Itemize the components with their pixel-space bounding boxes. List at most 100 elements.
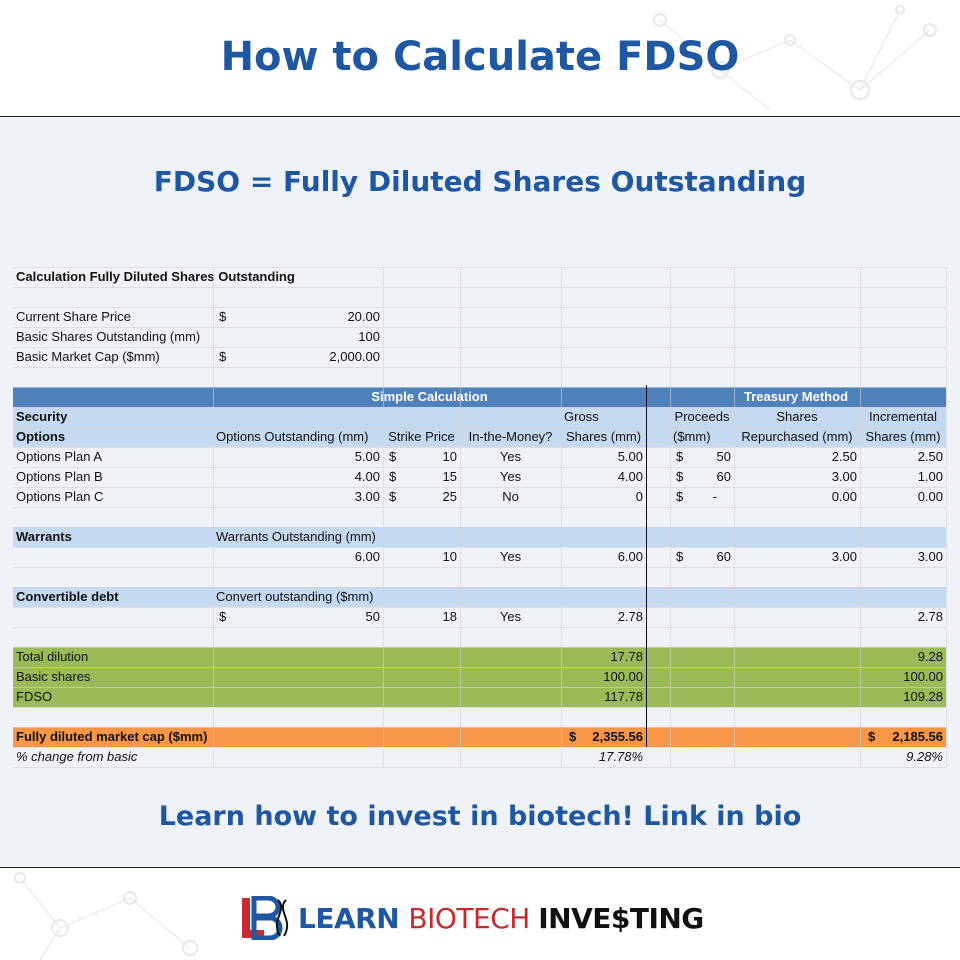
- proceeds: 50: [716, 449, 731, 464]
- proceeds-currency: $: [676, 489, 684, 504]
- table-title: Calculation Fully Diluted Shares Outstan…: [16, 269, 295, 284]
- proceeds-currency: $: [676, 449, 684, 464]
- incremental-shares: 2.50: [917, 449, 943, 464]
- strike-currency: $: [389, 489, 397, 504]
- totals-row: Basic shares 100.00 100.00: [13, 667, 946, 687]
- totals-label: Basic shares: [16, 669, 91, 684]
- market-cap-row: Fully diluted market cap ($mm) $ 2,355.5…: [13, 727, 946, 747]
- warrants-outstanding-header: Warrants Outstanding (mm): [216, 529, 376, 544]
- logo-bio: BIO: [408, 901, 457, 935]
- header-band: How to Calculate FDSO: [0, 0, 960, 117]
- lb-dna-logo-icon: [242, 896, 289, 940]
- header-strike-price: Strike Price: [388, 429, 455, 444]
- input-label: Basic Market Cap ($mm): [16, 349, 160, 364]
- input-value: 2,000.00: [329, 349, 380, 364]
- header-options-outstanding: Options Outstanding (mm): [216, 429, 369, 444]
- logo-learn: LEARN: [298, 901, 409, 935]
- footer-band: LEARN BIOTECH INVE$TING: [0, 868, 960, 960]
- subtitle: FDSO = Fully Diluted Shares Outstanding: [153, 165, 807, 198]
- input-value: 100: [358, 329, 380, 344]
- incremental-shares: 1.00: [917, 469, 943, 484]
- in-the-money: Yes: [499, 449, 522, 464]
- warrants-in-the-money: Yes: [499, 549, 522, 564]
- warrants-proceeds: 60: [716, 549, 731, 564]
- strike-currency: $: [389, 469, 397, 484]
- input-label: Current Share Price: [16, 309, 131, 324]
- table-row: 6.00 10 Yes 6.00 $ 60 3.00 3.00: [13, 547, 946, 567]
- warrants-repurchased: 3.00: [831, 549, 857, 564]
- convertible-outstanding-header: Convert outstanding ($mm): [216, 589, 374, 604]
- strike-price: 15: [442, 469, 457, 484]
- pct-change-simple: 17.78%: [598, 749, 643, 764]
- convertible-outstanding: 50: [365, 609, 380, 624]
- header-security: Security: [16, 409, 68, 424]
- convertible-label: Convertible debt: [16, 589, 119, 604]
- totals-simple: 17.78: [610, 649, 643, 664]
- pct-change-treasury: 9.28%: [906, 749, 943, 764]
- strike-price: 10: [442, 449, 457, 464]
- header-shares: Shares: [776, 409, 818, 424]
- input-row: Basic Shares Outstanding (mm) 100: [13, 327, 946, 347]
- input-value: 20.00: [347, 309, 380, 324]
- in-the-money: Yes: [499, 469, 522, 484]
- network-decoration-icon: [653, 5, 937, 111]
- options-outstanding: 3.00: [354, 489, 380, 504]
- convertible-header-row: Convertible debt Convert outstanding ($m…: [13, 587, 946, 607]
- proceeds: -: [712, 489, 717, 504]
- input-row: Basic Market Cap ($mm) $ 2,000.00: [13, 347, 946, 367]
- header-in-the-money: In-the-Money?: [468, 429, 553, 444]
- column-header-row: Options Options Outstanding (mm) Strike …: [13, 427, 946, 447]
- option-label: Options Plan B: [16, 469, 103, 484]
- input-row: Current Share Price $ 20.00: [13, 307, 946, 327]
- input-label: Basic Shares Outstanding (mm): [16, 329, 201, 344]
- strike-currency: $: [389, 449, 397, 464]
- call-to-action: Learn how to invest in biotech! Link in …: [158, 801, 802, 832]
- option-label: Options Plan C: [16, 489, 104, 504]
- market-cap-treasury: 2,185.56: [892, 729, 943, 744]
- market-cap-treasury-currency: $: [868, 729, 876, 744]
- shares-repurchased: 0.00: [831, 489, 857, 504]
- section-treasury: Treasury Method: [743, 389, 849, 404]
- header-gross-shares: Shares (mm): [565, 429, 642, 444]
- option-label: Options Plan A: [16, 449, 102, 464]
- warrants-strike: 10: [442, 549, 457, 564]
- header-repurchased: Repurchased (mm): [741, 429, 853, 444]
- convertible-currency: $: [219, 609, 227, 624]
- gross-shares: 5.00: [617, 449, 643, 464]
- totals-label: Total dilution: [16, 649, 89, 664]
- warrants-incremental: 3.00: [917, 549, 943, 564]
- proceeds-currency: $: [676, 469, 684, 484]
- totals-treasury: 109.28: [903, 689, 943, 704]
- warrants-outstanding: 6.00: [354, 549, 380, 564]
- header-proceeds: Proceeds: [674, 409, 730, 424]
- logo-investing: INVE$TING: [538, 901, 704, 935]
- section-header-row: Simple Calculation Treasury Method: [13, 387, 946, 407]
- totals-simple: 100.00: [603, 669, 643, 684]
- totals-simple: 117.78: [604, 689, 643, 704]
- options-outstanding: 5.00: [354, 449, 380, 464]
- warrants-gross: 6.00: [617, 549, 643, 564]
- section-simple: Simple Calculation: [371, 389, 488, 404]
- market-cap-simple-currency: $: [569, 729, 577, 744]
- totals-label: FDSO: [16, 689, 53, 704]
- market-cap-simple: 2,355.56: [592, 729, 643, 744]
- network-decoration-icon: [14, 872, 198, 960]
- logo-tech: TECH: [456, 901, 539, 935]
- pct-change-label: % change from basic: [16, 749, 138, 764]
- convertible-strike: 18: [442, 609, 457, 624]
- header-proceeds-units: ($mm): [673, 429, 711, 444]
- gross-shares: 0: [635, 489, 643, 504]
- gross-shares: 4.00: [617, 469, 643, 484]
- logo-text: LEARN BIOTECH INVE$TING: [298, 902, 704, 935]
- pct-change-row: % change from basic 17.78% 9.28%: [13, 747, 946, 767]
- input-currency: $: [219, 349, 227, 364]
- convertible-gross: 2.78: [617, 609, 643, 624]
- strike-price: 25: [442, 489, 457, 504]
- proceeds: 60: [716, 469, 731, 484]
- method-divider: [646, 385, 647, 747]
- table-row: $ 50 18 Yes 2.78 2.78: [13, 607, 946, 627]
- input-currency: $: [219, 309, 227, 324]
- header-options: Options: [16, 429, 66, 444]
- header-incremental: Incremental: [869, 409, 937, 424]
- totals-treasury: 100.00: [903, 669, 943, 684]
